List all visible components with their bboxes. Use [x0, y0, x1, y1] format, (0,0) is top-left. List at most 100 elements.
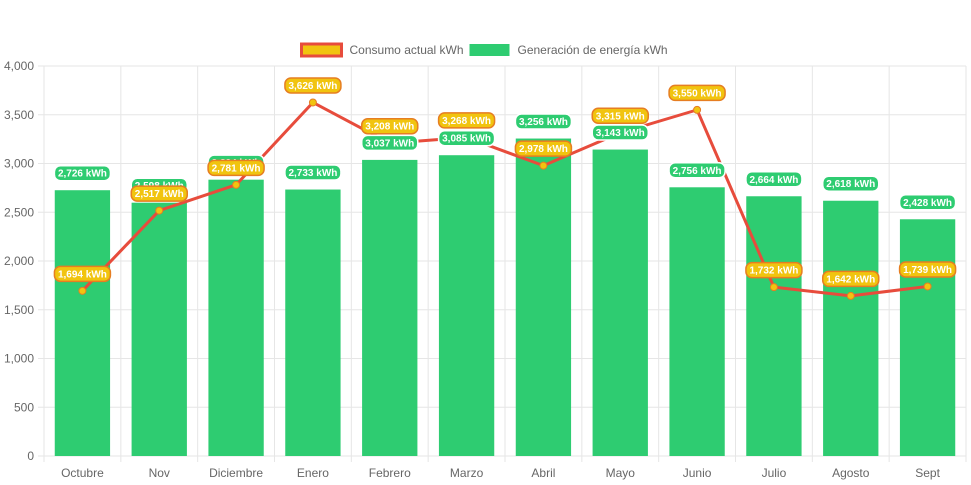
x-tick-label: Sept [915, 466, 940, 480]
line-data-label-bg [745, 261, 803, 279]
line-point [232, 180, 241, 189]
bar [899, 219, 956, 456]
y-tick-label: 3,000 [4, 157, 34, 171]
bar [285, 189, 341, 456]
line-data-label-bg [53, 265, 112, 283]
line-data-label-text: 1,732 kWh [749, 266, 798, 277]
bar [131, 202, 187, 456]
bar [208, 179, 264, 456]
bar-data-label-bg [284, 164, 342, 181]
line-data-label-bg [284, 77, 342, 94]
line-data-label-text: 1,694 kWh [58, 269, 107, 280]
line-data-label-text: 1,739 kWh [903, 265, 952, 276]
x-tick-label: Nov [149, 466, 170, 480]
bar-data-label-text: 2,618 kWh [826, 179, 875, 190]
line-point [78, 286, 87, 295]
line-point [308, 98, 317, 107]
line-data-label: 3,208 kWh [361, 117, 419, 135]
bar [54, 190, 111, 456]
bar-data-label: 3,143 kWh [591, 124, 649, 141]
x-tick-label: Julio [762, 466, 787, 480]
x-tick-label: Marzo [450, 466, 484, 480]
line-data-label-bg [130, 185, 188, 202]
line-data-label-bg [668, 84, 726, 102]
line-data-label-text: 3,268 kWh [442, 116, 491, 127]
bar-data-label: 2,733 kWh [284, 164, 342, 181]
bar [438, 155, 495, 456]
line-data-label-bg [822, 270, 880, 288]
bar-data-label-text: 3,037 kWh [365, 138, 414, 149]
line-data-label: 2,978 kWh [514, 140, 573, 157]
bar [823, 200, 879, 456]
bar-data-label-bg [514, 113, 573, 130]
line-data-label: 3,268 kWh [437, 112, 496, 129]
bar-data-label-bg [822, 175, 880, 192]
line-data-label-bg [207, 159, 265, 177]
x-tick-label: Enero [297, 466, 329, 480]
x-tick-label: Abril [531, 466, 555, 480]
bar-data-label: 2,618 kWh [822, 175, 880, 192]
y-tick-label: 3,500 [4, 108, 34, 122]
y-tick-label: 1,000 [4, 352, 34, 366]
line-data-label-text: 3,208 kWh [365, 122, 414, 133]
line-point [923, 282, 932, 291]
line-series-path [81, 100, 928, 298]
x-tick-label: Mayo [606, 466, 636, 480]
bar-data-label-text: 3,143 kWh [596, 128, 645, 139]
y-tick-label: 0 [27, 449, 34, 463]
x-tick-label: Agosto [832, 466, 870, 480]
line-data-label: 1,739 kWh [898, 261, 957, 278]
bar-data-label: 2,664 kWh [745, 171, 803, 188]
legend[interactable]: Consumo actual kWh Generación de energía … [300, 42, 668, 58]
line-data-label-bg [591, 107, 649, 125]
line-data-label-text: 2,517 kWh [135, 189, 184, 200]
axes: 0 500 1,000 1,500 2,000 2,500 3,000 3,500 4,000 O… [4, 59, 941, 480]
legend-swatch-generacion [469, 44, 510, 56]
line-point [693, 105, 702, 114]
line-data-label-bg [898, 261, 957, 278]
x-tick-label: Octubre [61, 466, 104, 480]
bar-data-label-bg [668, 162, 726, 179]
line-data-label-text: 3,626 kWh [288, 81, 337, 92]
legend-label-consumo: Consumo actual kWh [350, 43, 464, 57]
bar-data-label-text: 2,733 kWh [288, 168, 337, 179]
bar-data-label-bg [53, 164, 112, 182]
line-data-label-text: 1,642 kWh [826, 274, 875, 285]
y-tick-label: 1,500 [4, 303, 34, 317]
bar [669, 187, 725, 457]
bar [592, 149, 648, 456]
line-data-label: 2,781 kWh [207, 159, 265, 177]
bar-data-label-text: 2,664 kWh [749, 175, 798, 186]
bar [746, 196, 802, 456]
line-data-label: 3,626 kWh [284, 77, 342, 94]
bar-data-label: 2,726 kWh [53, 164, 112, 182]
y-tick-label: 2,000 [4, 254, 34, 268]
line-data-label: 1,732 kWh [745, 261, 803, 279]
y-tick-label: 500 [14, 400, 34, 414]
line-point [769, 283, 778, 292]
bar-data-label-text: 3,085 kWh [442, 134, 491, 145]
bar-data-label-text: 2,428 kWh [903, 198, 952, 209]
bar-data-label-text: 2,756 kWh [673, 166, 722, 177]
bar-data-label: 2,428 kWh [898, 194, 957, 211]
line-data-label: 1,694 kWh [53, 265, 112, 283]
line-data-label: 2,517 kWh [130, 185, 188, 202]
line-data-label-text: 2,978 kWh [519, 144, 568, 155]
line-data-label-text: 3,550 kWh [673, 88, 722, 99]
legend-swatch-consumo [300, 42, 343, 58]
bar-data-label-bg [745, 171, 803, 188]
bar-data-label: 3,256 kWh [514, 113, 573, 130]
line-point [846, 291, 855, 300]
y-tick-label: 2,500 [4, 205, 34, 219]
bar-data-label: 2,756 kWh [668, 162, 726, 179]
bar [362, 159, 418, 456]
bar-data-label-text: 3,256 kWh [519, 117, 568, 128]
legend-label-generacion: Generación de energía kWh [518, 43, 668, 57]
bar-data-label: 3,037 kWh [361, 134, 419, 152]
bar-data-label-text: 2,726 kWh [58, 169, 107, 180]
y-tick-label: 4,000 [4, 59, 34, 73]
line-data-label-bg [361, 117, 419, 135]
line-data-label: 3,550 kWh [668, 84, 726, 102]
